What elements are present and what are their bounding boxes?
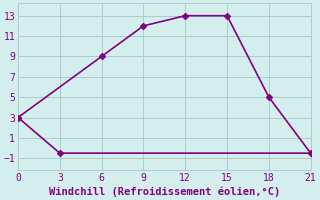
X-axis label: Windchill (Refroidissement éolien,°C): Windchill (Refroidissement éolien,°C) [49,186,280,197]
